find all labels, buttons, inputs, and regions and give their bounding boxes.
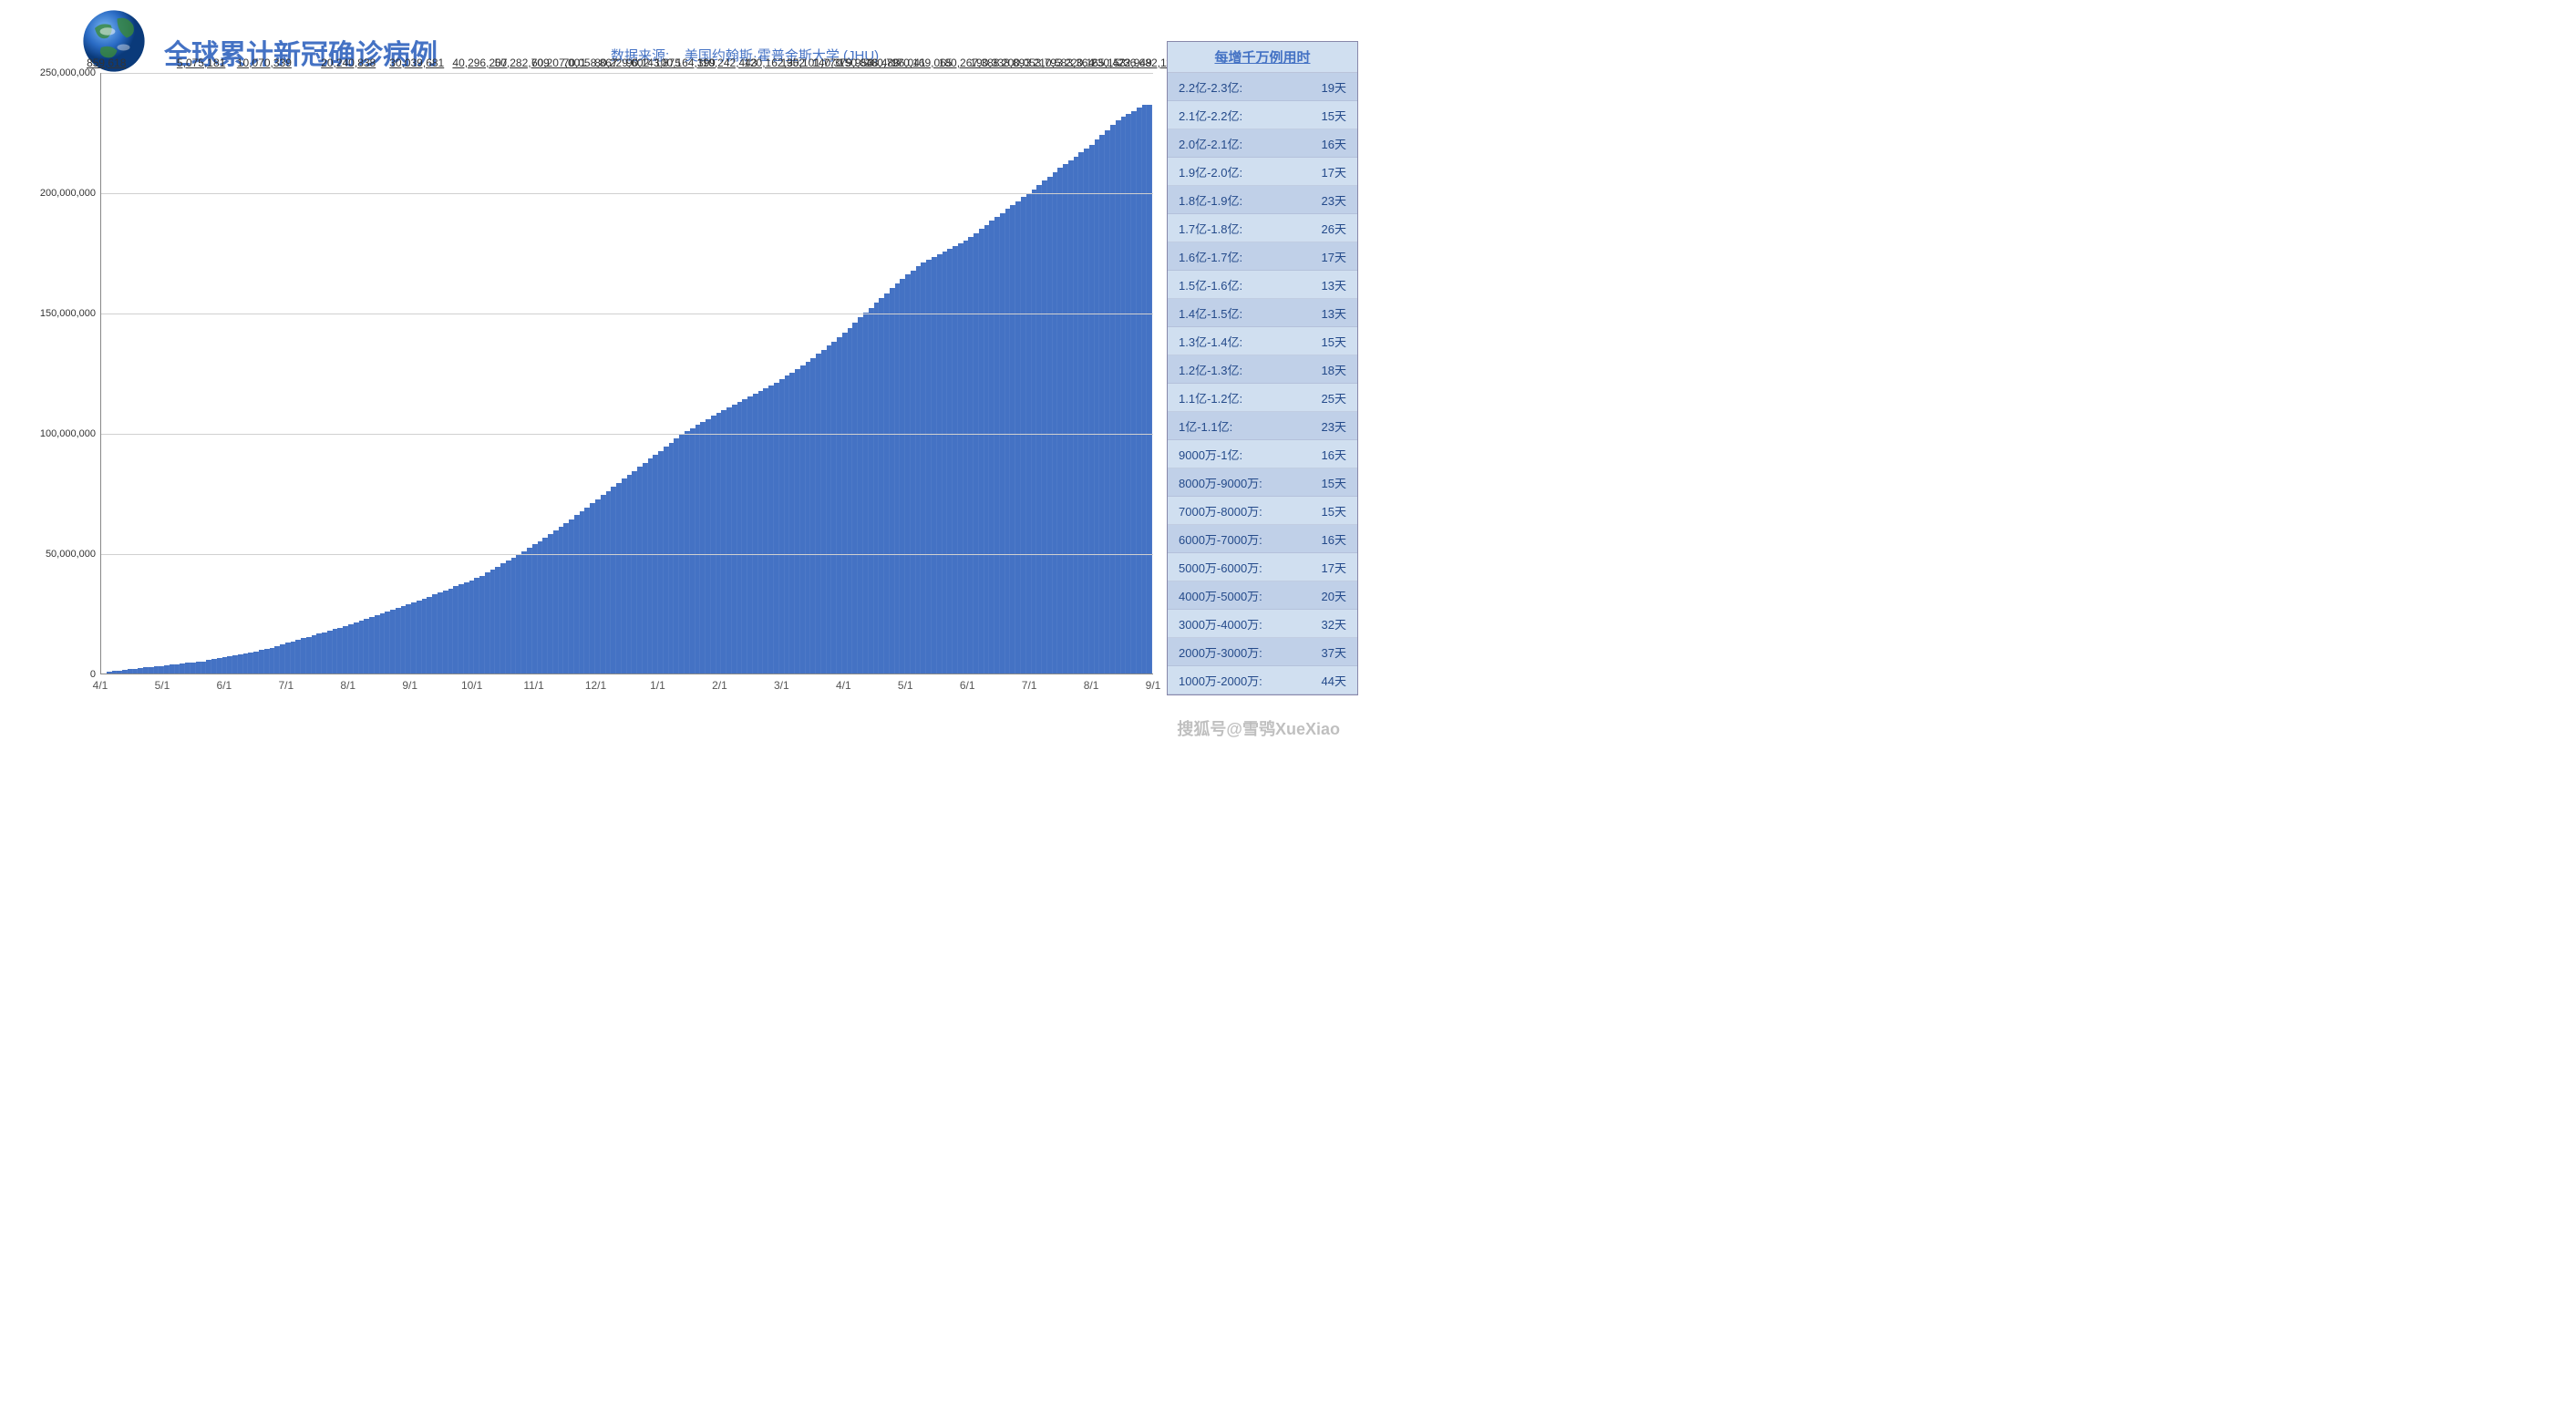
side-table-row: 2000万-3000万: 37天 [1168,638,1357,666]
range-label: 2.0亿-2.1亿: [1179,135,1242,152]
side-table-row: 1.8亿-1.9亿: 23天 [1168,186,1357,214]
days-value: 17天 [1322,163,1346,180]
days-value: 16天 [1322,530,1346,548]
side-table-row: 1.7亿-1.8亿: 26天 [1168,214,1357,242]
side-table-row: 2.1亿-2.2亿: 15天 [1168,101,1357,129]
side-table-row: 9000万-1亿: 16天 [1168,440,1357,468]
x-tick-label: 1/1 [650,679,665,692]
days-value: 44天 [1322,672,1346,689]
x-tick-label: 9/1 [1146,679,1161,692]
side-table-row: 1.6亿-1.7亿: 17天 [1168,242,1357,271]
range-label: 1.7亿-1.8亿: [1179,220,1242,237]
days-value: 19天 [1322,78,1346,96]
x-tick-label: 11/1 [523,679,543,692]
days-value: 37天 [1322,643,1346,661]
x-tick-label: 8/1 [340,679,355,692]
days-value: 15天 [1322,502,1346,519]
range-label: 1.6亿-1.7亿: [1179,248,1242,265]
x-tick-label: 8/1 [1084,679,1099,692]
range-label: 1.3亿-1.4亿: [1179,333,1242,350]
days-value: 15天 [1322,107,1346,124]
side-table-row: 6000万-7000万: 16天 [1168,525,1357,553]
side-table-row: 4000万-5000万: 20天 [1168,581,1357,610]
side-table-row: 1亿-1.1亿: 23天 [1168,412,1357,440]
data-label: 10,070,339 [237,57,292,645]
x-tick-label: 5/1 [898,679,913,692]
x-tick-label: 7/1 [1022,679,1037,692]
side-table-row: 8000万-9000万: 15天 [1168,468,1357,497]
plot-area: 859,6185,075,18110,070,33920,240,83830,0… [100,73,1153,674]
x-tick-label: 7/1 [278,679,294,692]
range-label: 7000万-8000万: [1179,502,1262,519]
x-tick-label: 9/1 [402,679,417,692]
side-table-row: 1.4亿-1.5亿: 13天 [1168,299,1357,327]
range-label: 1.2亿-1.3亿: [1179,361,1242,378]
days-value: 13天 [1322,276,1346,293]
days-value: 20天 [1322,587,1346,604]
range-label: 5000万-6000万: [1179,559,1262,576]
days-value: 32天 [1322,615,1346,633]
days-value: 26天 [1322,220,1346,237]
days-value: 13天 [1322,304,1346,322]
x-tick-label: 4/1 [93,679,108,692]
range-label: 1.8亿-1.9亿: [1179,191,1242,209]
days-value: 16天 [1322,446,1346,463]
side-table-row: 7000万-8000万: 15天 [1168,497,1357,525]
x-axis: 4/15/16/17/18/19/110/111/112/11/12/13/14… [100,679,1153,697]
days-value: 17天 [1322,248,1346,265]
side-table-row: 2.2亿-2.3亿: 19天 [1168,73,1357,101]
side-table-row: 1.2亿-1.3亿: 18天 [1168,355,1357,384]
side-table-row: 1.9亿-2.0亿: 17天 [1168,158,1357,186]
range-label: 9000万-1亿: [1179,446,1242,463]
x-tick-label: 6/1 [960,679,975,692]
side-table-row: 2.0亿-2.1亿: 16天 [1168,129,1357,158]
x-tick-label: 3/1 [774,679,789,692]
side-table-row: 5000万-6000万: 17天 [1168,553,1357,581]
side-table-row: 1.1亿-1.2亿: 25天 [1168,384,1357,412]
days-value: 16天 [1322,135,1346,152]
days-value: 17天 [1322,559,1346,576]
side-table-row: 1.5亿-1.6亿: 13天 [1168,271,1357,299]
range-label: 2000万-3000万: [1179,643,1262,661]
range-label: 1.1亿-1.2亿: [1179,389,1242,406]
range-label: 6000万-7000万: [1179,530,1262,548]
range-label: 2.1亿-2.2亿: [1179,107,1242,124]
data-label: 5,075,181 [177,57,225,658]
data-label: 30,039,681 [389,57,444,598]
side-table-row: 1000万-2000万: 44天 [1168,666,1357,694]
side-table-header: 每增千万例用时 [1168,42,1357,73]
range-label: 1.5亿-1.6亿: [1179,276,1242,293]
range-label: 2.2亿-2.3亿: [1179,78,1242,96]
days-value: 15天 [1322,333,1346,350]
side-table: 每增千万例用时 2.2亿-2.3亿: 19天 2.1亿-2.2亿: 15天 2.0亿-2… [1167,41,1358,695]
x-tick-label: 6/1 [217,679,232,692]
range-label: 8000万-9000万: [1179,474,1262,491]
data-label: 20,240,838 [321,57,376,622]
bar [1147,105,1152,674]
x-tick-label: 10/1 [461,679,482,692]
range-label: 1000万-2000万: [1179,672,1262,689]
days-value: 15天 [1322,474,1346,491]
days-value: 18天 [1322,361,1346,378]
watermark: 搜狐号@雪鸮XueXiao [1177,716,1340,740]
days-value: 25天 [1322,389,1346,406]
x-tick-label: 4/1 [836,679,851,692]
range-label: 4000万-5000万: [1179,587,1262,604]
x-tick-label: 2/1 [712,679,727,692]
range-label: 1亿-1.1亿: [1179,417,1232,435]
y-tick-label: 0 [32,669,96,680]
data-label: 859,618 [87,57,126,668]
x-tick-label: 5/1 [155,679,170,692]
chart-area: 050,000,000100,000,000150,000,000200,000… [50,73,1153,711]
days-value: 23天 [1322,417,1346,435]
range-label: 1.9亿-2.0亿: [1179,163,1242,180]
x-tick-label: 12/1 [585,679,606,692]
range-label: 1.4亿-1.5亿: [1179,304,1242,322]
side-table-row: 1.3亿-1.4亿: 15天 [1168,327,1357,355]
range-label: 3000万-4000万: [1179,615,1262,633]
days-value: 23天 [1322,191,1346,209]
side-table-row: 3000万-4000万: 32天 [1168,610,1357,638]
